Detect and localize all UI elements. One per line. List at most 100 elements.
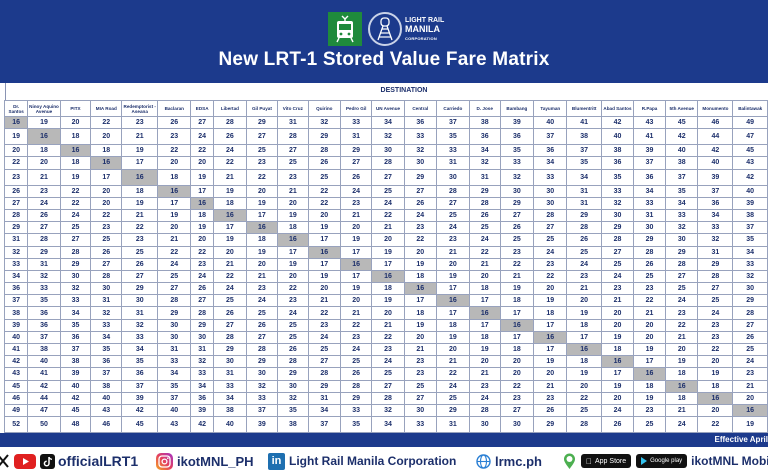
- fare-cell: 22: [499, 257, 535, 271]
- fare-cell: 32: [499, 168, 535, 186]
- table-row: 37 35 33 31 30 28 27 25 24 23 21 20 19 17 16 17 18 19 20 21…: [3, 294, 768, 308]
- fare-cell: 29: [212, 342, 247, 357]
- linkedin-name[interactable]: Light Rail Manila Corporation: [289, 454, 457, 468]
- instagram-handle[interactable]: ikotMNL_PH: [177, 453, 254, 469]
- fare-cell: 35: [59, 318, 92, 332]
- fare-cell: 37: [665, 168, 699, 186]
- tiktok-icon[interactable]: [40, 453, 55, 469]
- fare-cell: 18: [212, 196, 247, 210]
- fare-cell: 27: [403, 184, 437, 198]
- table-row: 32 29 28 26 25 22 22 20 19 17 16 17 19 20 21 22 23 24 25 27…: [3, 245, 768, 259]
- column-header: Balintawak: [732, 100, 768, 117]
- official-handle[interactable]: officialLRT1: [58, 453, 139, 469]
- fare-cell: 19: [632, 391, 667, 405]
- fare-cell: 24: [27, 196, 61, 210]
- fare-cell: 26: [245, 318, 279, 332]
- fare-cell: 33: [697, 221, 734, 235]
- linkedin-group[interactable]: in Light Rail Manila Corporation: [268, 451, 456, 471]
- page-title: New LRT-1 Stored Value Fare Matrix: [218, 49, 550, 70]
- fare-cell: 35: [732, 233, 768, 247]
- google-play-button[interactable]: Google play: [636, 454, 688, 468]
- fare-cell: 34: [59, 306, 92, 320]
- fare-cell: 24: [339, 184, 373, 198]
- fare-cell: 24: [468, 233, 501, 247]
- table-row: 41 38 37 35 34 31 31 29 28 26 25 24 23 21 20 19 18 17 16 18…: [3, 342, 768, 357]
- fare-cell: 31: [632, 208, 667, 223]
- globe-icon[interactable]: [475, 453, 491, 469]
- fare-cell: 22: [307, 306, 341, 320]
- table-row: 38 36 34 32 31 29 28 26 25 24 22 21 20 18 17 16 17 18 19 20…: [3, 306, 768, 320]
- fare-cell: 24: [339, 342, 373, 357]
- fare-cell: 45: [3, 379, 29, 393]
- x-icon[interactable]: [0, 452, 10, 470]
- instagram-icon[interactable]: [156, 452, 173, 470]
- fare-cell: 19: [339, 233, 373, 247]
- fare-cell: 36: [632, 168, 667, 186]
- fare-cell: 21: [339, 208, 373, 223]
- fare-cell: 19: [121, 196, 159, 210]
- fare-cell: 27: [403, 391, 437, 405]
- fare-cell: 24: [600, 403, 634, 418]
- fare-cell: 18: [435, 318, 470, 332]
- fare-cell: 18: [121, 184, 159, 198]
- fare-cell: 22: [59, 184, 92, 198]
- fare-cell-same-zone: 16: [468, 306, 501, 320]
- fare-cell: 21: [403, 342, 437, 357]
- fare-cell: 29: [533, 416, 568, 433]
- fare-cell: 28: [157, 294, 192, 308]
- fare-cell: 21: [665, 330, 699, 345]
- table-row: 42 40 38 36 35 33 32 30 29 28 27 25 24 23 21 20 20 19 18 16…: [3, 355, 768, 369]
- fare-cell: 25: [157, 269, 192, 284]
- fare-matrix-table: Dr. Santos Ninoy Aquino Avenue PITX MIA Roa…: [3, 100, 768, 433]
- fare-cell: 19: [59, 168, 92, 186]
- youtube-icon[interactable]: [14, 453, 36, 469]
- train-icon: [336, 15, 354, 43]
- fare-cell: 46: [3, 391, 29, 405]
- fare-cell: 45: [732, 144, 768, 158]
- fare-cell: 28: [90, 269, 123, 284]
- fare-cell: 50: [27, 416, 61, 433]
- google-play-label: Google play: [644, 458, 682, 464]
- column-header: Abad Santos: [600, 100, 634, 117]
- fare-cell: 21: [339, 306, 373, 320]
- fare-cell: 20: [3, 144, 29, 158]
- column-header: R.Papa: [632, 100, 667, 117]
- fare-cell: 25: [566, 245, 602, 259]
- fare-cell: 36: [90, 355, 123, 369]
- fare-cell: 28: [339, 379, 373, 393]
- fare-cell: 22: [665, 318, 699, 332]
- fare-cell: 25: [59, 221, 92, 235]
- website-link[interactable]: lrmc.ph: [495, 453, 542, 469]
- fare-cell: 27: [190, 115, 214, 130]
- fare-cell: 18: [697, 379, 734, 393]
- fare-cell: 23: [121, 233, 159, 247]
- fare-cell: 31: [697, 245, 734, 259]
- fare-cell: 23: [157, 128, 192, 146]
- fare-cell: 20: [157, 221, 192, 235]
- app-store-button[interactable]:  App Store: [581, 454, 632, 468]
- fare-cell: 18: [665, 391, 699, 405]
- fare-cell: 19: [339, 282, 373, 296]
- fare-cell: 20: [732, 391, 768, 405]
- social-official-group[interactable]: officialLRT1: [0, 451, 138, 471]
- fare-cell: 17: [245, 208, 279, 223]
- column-header: MIA Road: [90, 100, 123, 117]
- fare-cell: 43: [157, 416, 192, 433]
- fare-cell: 26: [190, 282, 214, 296]
- fare-cell: 23: [190, 257, 214, 271]
- linkedin-icon[interactable]: in: [268, 452, 285, 470]
- fare-cell: 36: [403, 115, 437, 130]
- instagram-group[interactable]: ikotMNL_PH: [156, 451, 254, 471]
- fare-cell: 28: [3, 208, 29, 223]
- fare-cell: 41: [566, 115, 602, 130]
- fare-cell: 19: [27, 115, 61, 130]
- fare-cell: 22: [3, 156, 29, 170]
- fare-cell: 22: [499, 379, 535, 393]
- fare-cell: 40: [59, 379, 92, 393]
- fare-cell: 24: [533, 245, 568, 259]
- fare-cell: 47: [27, 403, 61, 418]
- website-group[interactable]: lrmc.ph: [475, 451, 542, 471]
- fare-cell: 36: [468, 128, 501, 146]
- fare-cell: 23: [90, 221, 123, 235]
- fare-cell: 32: [245, 379, 279, 393]
